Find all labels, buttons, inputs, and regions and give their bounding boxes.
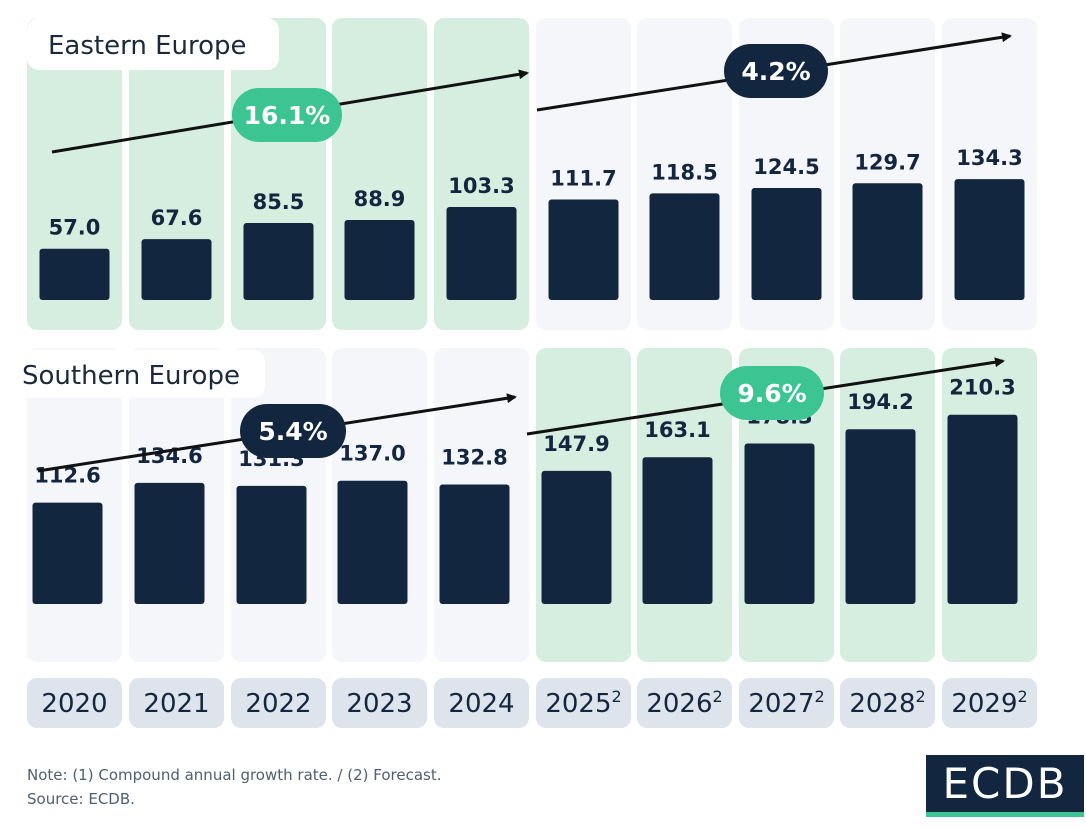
year-cell [332,678,427,728]
year-label: 20292 [951,687,1027,719]
bar [39,248,110,300]
year-label: 20282 [849,687,925,719]
cagr-badge [724,44,828,98]
bar-value-label: 103.3 [448,174,514,198]
bar [744,443,815,604]
logo-text: ECDB [942,759,1068,808]
bar [134,482,205,604]
bar-value-label: 147.9 [543,432,609,456]
bar [236,485,307,604]
bar-value-label: 111.7 [550,166,616,190]
cagr-label: 9.6% [737,379,806,408]
bar-value-label: 132.8 [441,445,507,469]
source-note: Source: ECDB. [27,790,135,808]
bar-value-label: 85.5 [253,190,305,214]
bar-value-label: 118.5 [651,160,717,184]
bar [548,199,619,300]
panel-title: Southern Europe [22,361,240,391]
bar [439,484,510,604]
year-axis: 2020 2021 2022 2023 2024 20252 20262 20272 20282… [27,678,1037,728]
bar-value-label: 194.2 [847,390,913,414]
year-label: 20262 [646,687,722,719]
year-label: 2020 [41,689,107,719]
bar-value-label: 134.3 [956,146,1022,170]
panel-title-box [27,18,279,70]
bar [541,470,612,604]
year-cell [840,678,935,728]
cagr-badge [720,366,824,420]
year-label: 20252 [545,687,621,719]
year-cell [536,678,631,728]
year-cell [739,678,834,728]
bar [649,193,720,300]
bar [141,239,212,300]
bar-value-label: 210.3 [949,376,1015,400]
cagr-label: 5.4% [258,417,327,446]
bar [751,187,822,300]
year-cell [231,678,326,728]
bar [954,179,1025,300]
cagr-label: 16.1% [244,101,331,130]
footnote: Note: (1) Compound annual growth rate. /… [27,766,442,784]
bar-value-label: 67.6 [151,206,203,230]
year-label: 2021 [143,689,209,719]
bar-value-label: 57.0 [49,216,101,240]
bar-value-label: 124.5 [753,155,819,179]
year-cell [637,678,732,728]
cagr-badge [232,88,342,142]
bar [243,223,314,300]
bar [446,207,517,300]
bar [337,480,408,604]
year-cell [27,678,122,728]
bar-value-label: 137.0 [339,442,405,466]
panel-eastern-europe: Eastern Europe 57.0 67.6 85.5 88.9 103.3 111.7… [27,18,1037,330]
bar-value-label: 163.1 [644,418,710,442]
bar [32,502,103,604]
bar-value-label: 129.7 [854,150,920,174]
year-cell [942,678,1037,728]
year-label: 2024 [448,689,514,719]
panel-title: Eastern Europe [48,31,247,61]
year-label: 20272 [748,687,824,719]
bar [344,219,415,300]
bar-value-label: 88.9 [354,187,406,211]
cagr-bar-chart: Eastern Europe 57.0 67.6 85.5 88.9 103.3 111.7… [17,18,1037,728]
cagr-badge [240,404,346,458]
bar [852,183,923,300]
year-label: 2023 [346,689,412,719]
bar [845,429,916,604]
bar [947,414,1018,604]
year-cell [129,678,224,728]
cagr-label: 4.2% [741,57,810,86]
panel-title-box [17,350,265,398]
year-label: 2022 [245,689,311,719]
ecdb-logo: ECDB [926,755,1084,817]
bar [642,457,713,604]
year-cell [434,678,529,728]
